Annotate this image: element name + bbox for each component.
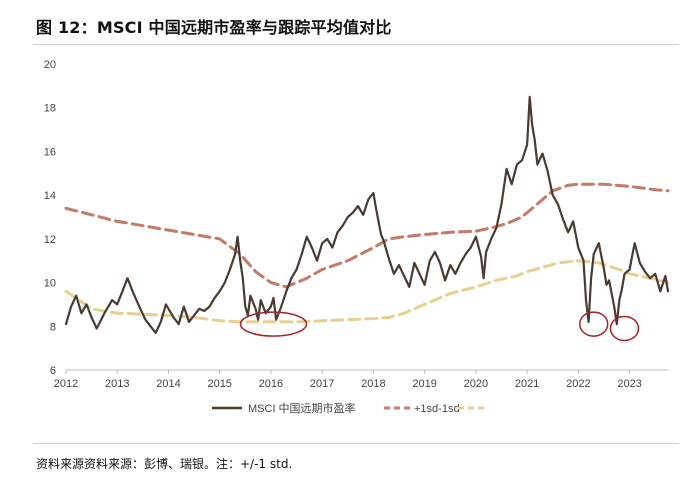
source-divider (34, 443, 678, 444)
y-tick-label: 8 (50, 321, 56, 333)
y-tick-label: 16 (44, 146, 56, 158)
annotation-circle (578, 311, 609, 337)
figure-title: 图 12：MSCI 中国远期市盈率与跟踪平均值对比 (36, 18, 392, 37)
y-tick-label: 12 (44, 234, 56, 246)
x-tick-label: 2022 (566, 378, 590, 390)
series-line-0 (64, 95, 670, 334)
annotation-circle (239, 311, 308, 337)
y-axis: 6 8 10 12 14 16 18 20 (44, 59, 56, 377)
x-tick-label: 2015 (207, 378, 231, 390)
y-tick-label: 10 (44, 278, 56, 290)
x-tick-label: 2012 (54, 378, 78, 390)
x-tick-label: 2023 (617, 378, 641, 390)
annotation-layer (239, 311, 640, 342)
series-layer (64, 95, 670, 334)
x-tick-label: 2018 (361, 378, 385, 390)
series-line-2 (64, 259, 670, 324)
title-divider (34, 44, 678, 45)
legend: MSCI 中国远期市盈率 +1sd-1sd (212, 401, 488, 415)
annotation-circle (609, 315, 640, 342)
x-tick-label: 2013 (105, 378, 129, 390)
series-line-1 (64, 182, 670, 289)
x-tick-label: 2020 (464, 378, 488, 390)
x-tick-label: 2019 (412, 378, 436, 390)
legend-label-0: MSCI 中国远期市盈率 (248, 401, 356, 415)
y-tick-label: 6 (50, 365, 56, 377)
legend-label-1: +1sd-1sd (414, 403, 460, 415)
y-tick-label: 18 (44, 103, 56, 115)
y-tick-label: 14 (44, 190, 56, 202)
x-tick-label: 2014 (156, 378, 180, 390)
y-tick-label: 20 (44, 59, 56, 71)
x-tick-label: 2017 (310, 378, 334, 390)
x-tick-label: 2016 (259, 378, 283, 390)
x-axis: 2012 2013 2014 2015 2016 2017 2018 2019 2020 2021… (54, 369, 668, 390)
source-note: 资料来源资料来源：彭博、瑞银。注：+/-1 std. (36, 457, 293, 471)
x-tick-label: 2021 (515, 378, 539, 390)
